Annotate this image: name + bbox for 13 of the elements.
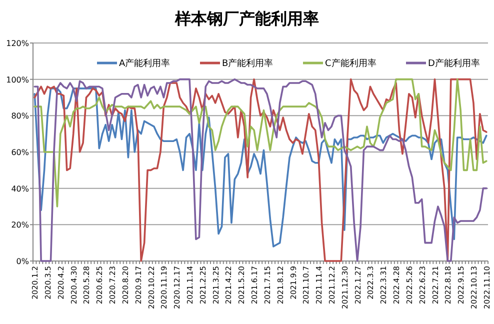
legend-label: D产能利用率 bbox=[428, 58, 480, 69]
y-tick-label: 0% bbox=[16, 257, 30, 266]
y-tick-label: 20% bbox=[11, 220, 30, 230]
chart-title: 样本钢厂产能利用率 bbox=[174, 9, 319, 28]
y-tick-label: 80% bbox=[11, 112, 30, 121]
line-series bbox=[34, 78, 488, 208]
legend-label: A产能利用率 bbox=[119, 58, 170, 69]
y-tick-label: 120% bbox=[6, 39, 30, 48]
y-tick-label: 60% bbox=[11, 148, 30, 157]
y-tick-label: 100% bbox=[6, 75, 30, 84]
y-tick-label: 40% bbox=[11, 184, 30, 194]
legend-label: B产能利用率 bbox=[222, 58, 274, 69]
legend-label: C产能利用率 bbox=[325, 58, 376, 69]
